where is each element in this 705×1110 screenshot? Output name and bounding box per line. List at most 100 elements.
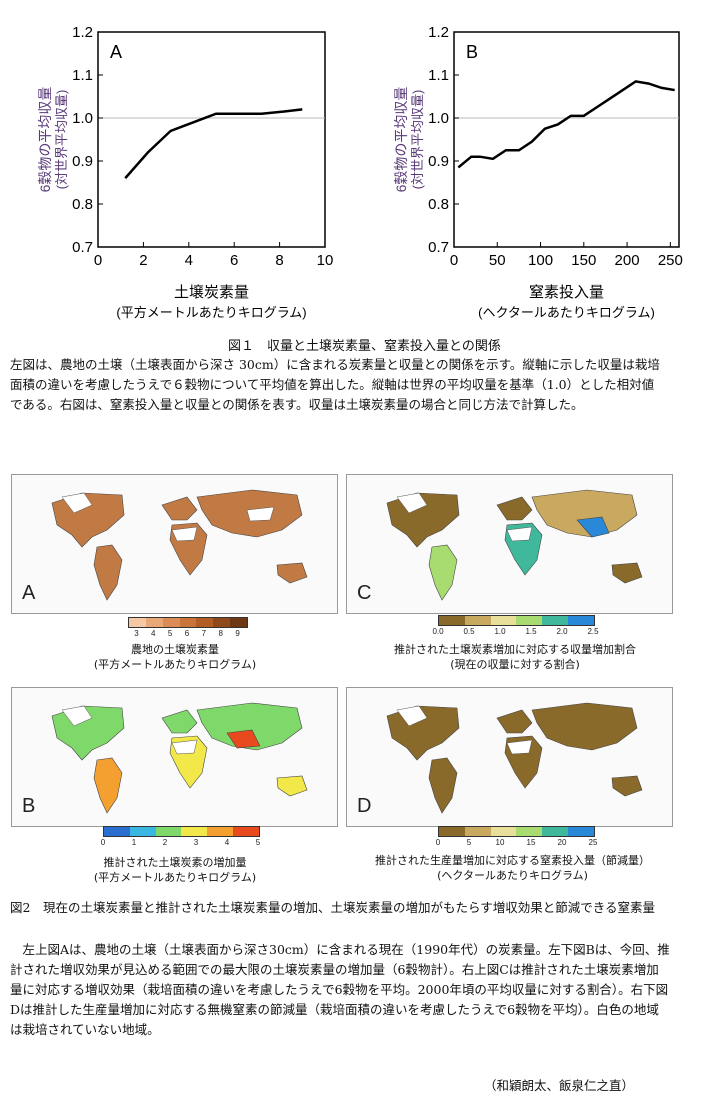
continents-c bbox=[386, 489, 643, 601]
x-tick-label: 100 bbox=[528, 252, 553, 269]
x-tick-label: 0 bbox=[94, 252, 102, 269]
map-d-label-main: 推計された生産量増加に対応する窒素投入量（節減量） bbox=[375, 854, 650, 867]
colorbar-swatch bbox=[145, 618, 163, 627]
colorbar-tick-label: 5 bbox=[167, 629, 173, 638]
y-axis-sublabel: (対世界平均収量) bbox=[410, 90, 425, 190]
y-tick-label: 0.9 bbox=[428, 153, 449, 170]
figure2-caption-title: 図2 現在の土壌炭素量と推計された土壌炭素量の増加、土壌炭素量の増加がもたらす増… bbox=[10, 900, 655, 915]
colorbar-tick-label: 0.5 bbox=[463, 627, 475, 636]
map-c-world bbox=[386, 489, 643, 601]
x-tick-label: 50 bbox=[489, 252, 506, 269]
colorbar-swatch bbox=[162, 618, 180, 627]
chart-a-svg: 0.7 0.8 0.9 1.0 1.1 1.2 0 2 4 6 8 10 A 6穀物の平均収量 (対世界平均… bbox=[37, 24, 334, 320]
map-b-world bbox=[51, 702, 308, 814]
colorbar-tick-label: 2.0 bbox=[556, 627, 568, 636]
colorbar-tick-label: 9 bbox=[235, 629, 240, 638]
map-d-letter: D bbox=[357, 795, 372, 817]
colorbar-tick-label: 3 bbox=[134, 629, 139, 638]
figure2-caption-body: 左上図Aは、農地の土壌（土壌表面から深さ30cm）に含まれる現在（1990年代）… bbox=[10, 942, 670, 1037]
colorbar-tick-label: 1.5 bbox=[525, 627, 537, 636]
map-c-label: 推計された土壌炭素増加に対応する収量増加割合 (現在の収量に対する割合) bbox=[350, 642, 680, 672]
colorbar-swatch bbox=[490, 827, 517, 836]
figure1-caption-title: 図１ 収量と土壌炭素量、窒素投入量との関係 bbox=[228, 339, 501, 354]
map-c-label-main: 推計された土壌炭素増加に対応する収量増加割合 bbox=[394, 643, 636, 656]
x-tick-label: 2 bbox=[139, 252, 147, 269]
map-d: D bbox=[346, 687, 673, 827]
x-tick-label: 10 bbox=[317, 252, 334, 269]
noncrop-areas-d bbox=[396, 705, 533, 755]
chart-nitrogen: 0.7 0.8 0.9 1.0 1.1 1.2 0 50 100 150 200 250 B 6穀物の平均… bbox=[352, 0, 705, 330]
y-tick-label: 0.8 bbox=[72, 196, 93, 213]
y-tick-label: 1.1 bbox=[72, 67, 93, 84]
map-a-letter: A bbox=[22, 582, 36, 604]
colorbar-swatch bbox=[129, 618, 146, 627]
x-axis-sublabel: (平方メートルあたりキログラム) bbox=[116, 305, 306, 320]
y-tick-label: 1.0 bbox=[428, 110, 449, 127]
colorbar-swatch bbox=[155, 827, 182, 836]
colorbar-swatch bbox=[179, 618, 197, 627]
map-a: A bbox=[11, 474, 338, 614]
colorbar-c bbox=[438, 615, 595, 626]
continents-b bbox=[51, 702, 308, 814]
colorbar-swatch bbox=[516, 616, 543, 625]
continents-d bbox=[386, 702, 643, 814]
chart-a-panel-label: A bbox=[110, 42, 122, 62]
data-series-line bbox=[124, 108, 303, 180]
data-series-line bbox=[457, 80, 675, 169]
colorbar-swatch bbox=[129, 827, 156, 836]
map-b-label-sub: (平方メートルあたりキログラム) bbox=[93, 871, 257, 884]
colorbar-tick-label: 25 bbox=[588, 838, 598, 847]
colorbar-swatch bbox=[542, 827, 569, 836]
colorbar-swatch bbox=[207, 827, 234, 836]
y-tick-label: 0.8 bbox=[428, 196, 449, 213]
x-tick-label: 6 bbox=[230, 252, 238, 269]
y-tick-label: 0.7 bbox=[428, 239, 449, 256]
plot-frame bbox=[453, 31, 680, 248]
x-tick-label: 0 bbox=[450, 252, 458, 269]
colorbar-tick-label: 8 bbox=[218, 629, 223, 638]
map-d-label-sub: (ヘクタールあたりキログラム) bbox=[437, 869, 588, 882]
colorbar-tick-label: 2.5 bbox=[587, 627, 599, 636]
y-axis-sublabel: (対世界平均収量) bbox=[54, 90, 69, 190]
map-b-letter: B bbox=[22, 795, 36, 817]
colorbar-swatch bbox=[213, 618, 231, 627]
colorbar-tick-label: 20 bbox=[557, 838, 567, 847]
colorbar-tick-label: 4 bbox=[224, 838, 230, 847]
map-a-label-main: 農地の土壌炭素量 bbox=[131, 643, 219, 656]
map-a-world bbox=[51, 489, 308, 601]
colorbar-tick-label: 15 bbox=[526, 838, 536, 847]
colorbar-tick-label: 0.0 bbox=[432, 627, 444, 636]
x-axis-label: 窒素投入量 bbox=[529, 283, 604, 301]
map-c-label-sub: (現在の収量に対する割合) bbox=[450, 658, 580, 671]
colorbar-swatch bbox=[464, 827, 491, 836]
y-axis-label: 6穀物の平均収量 bbox=[37, 87, 53, 193]
colorbar-tick-label: 5 bbox=[255, 838, 261, 847]
x-axis-label: 土壌炭素量 bbox=[174, 284, 249, 301]
map-c: C bbox=[346, 474, 673, 614]
chart-b-svg: 0.7 0.8 0.9 1.0 1.1 1.2 0 50 100 150 200 250 B 6穀物の平均… bbox=[393, 24, 683, 320]
x-tick-label: 250 bbox=[658, 252, 683, 269]
colorbar-tick-label: 1.0 bbox=[494, 627, 506, 636]
y-tick-label: 1.2 bbox=[72, 24, 93, 41]
x-tick-label: 200 bbox=[615, 252, 640, 269]
colorbar-tick-label: 7 bbox=[201, 629, 207, 638]
colorbar-tick-label: 4 bbox=[151, 629, 156, 638]
x-tick-label: 150 bbox=[571, 252, 596, 269]
map-d-label: 推計された生産量増加に対応する窒素投入量（節減量） (ヘクタールあたりキログラム… bbox=[340, 853, 685, 883]
colorbar-swatch bbox=[439, 827, 465, 836]
colorbar-swatch bbox=[233, 827, 259, 836]
map-d-world bbox=[386, 702, 643, 814]
colorbar-swatch bbox=[196, 618, 214, 627]
colorbar-d bbox=[438, 826, 595, 837]
colorbar-a bbox=[128, 617, 248, 628]
figure1-caption-body: 左図は、農地の土壌（土壌表面から深さ 30cm）に含まれる炭素量と収量との関係を… bbox=[10, 357, 660, 412]
colorbar-swatch bbox=[568, 616, 594, 625]
authors: （和穎朗太、飯泉仁之直） bbox=[484, 1078, 635, 1093]
map-b-label: 推計された土壌炭素の増加量 (平方メートルあたりキログラム) bbox=[50, 855, 300, 885]
colorbar-tick-label: 3 bbox=[193, 838, 199, 847]
colorbar-swatch bbox=[181, 827, 208, 836]
y-tick-label: 0.7 bbox=[72, 239, 93, 256]
colorbar-swatch bbox=[516, 827, 543, 836]
map-b-label-main: 推計された土壌炭素の増加量 bbox=[103, 856, 247, 869]
y-tick-label: 0.9 bbox=[72, 153, 93, 170]
